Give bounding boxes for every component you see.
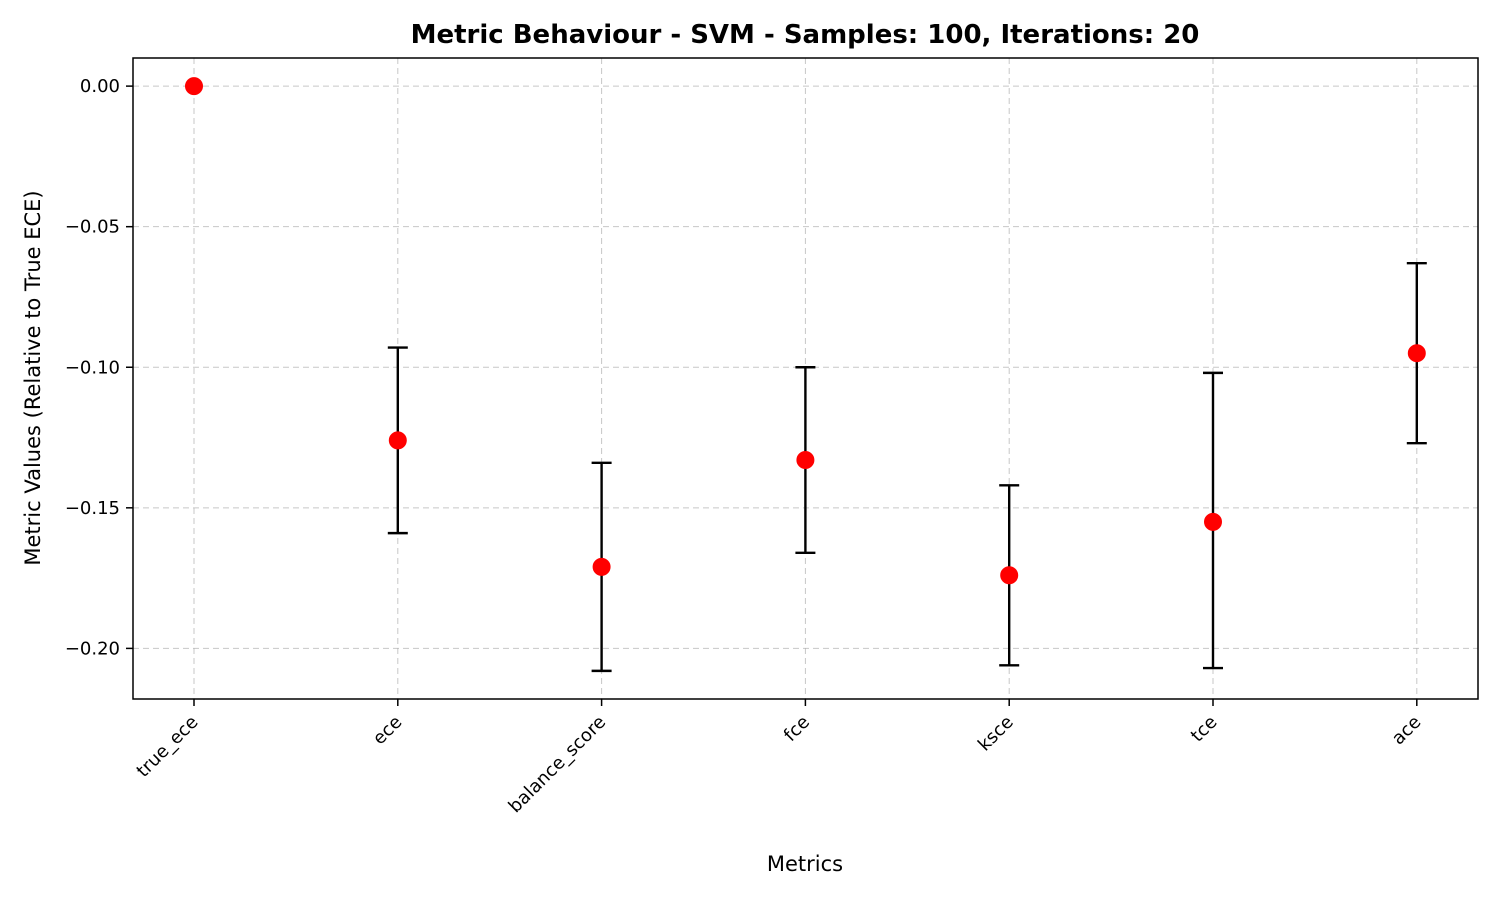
- y-tick-label: −0.15: [65, 498, 120, 519]
- y-tick-label: 0.00: [80, 76, 120, 97]
- y-axis-label: Metric Values (Relative to True ECE): [21, 190, 45, 565]
- y-axis-ticks: 0.00 −0.05 −0.10 −0.15 −0.20: [65, 76, 133, 659]
- data-point: [1407, 344, 1426, 363]
- x-tick-label: true_ece: [133, 712, 203, 782]
- y-tick-label: −0.05: [65, 217, 120, 238]
- data-point: [1204, 512, 1222, 531]
- x-axis-ticks: true_ece ece balance_score fce ksce tce ace: [133, 699, 1425, 818]
- data-point: [388, 431, 407, 450]
- chart-title: Metric Behaviour - SVM - Samples: 100, I…: [411, 20, 1200, 50]
- y-tick-label: −0.20: [65, 638, 120, 659]
- x-tick-label: ece: [369, 712, 407, 750]
- x-tick-label: tce: [1187, 712, 1222, 747]
- y-tick-label: −0.10: [65, 357, 120, 378]
- x-tick-label: balance_score: [505, 712, 611, 818]
- data-point: [796, 451, 815, 470]
- x-tick-label: ksce: [974, 712, 1018, 756]
- data-point: [1000, 566, 1019, 585]
- data-point: [185, 77, 203, 96]
- x-tick-label: fce: [780, 712, 814, 746]
- data-points: [185, 77, 1426, 585]
- x-axis-label: Metrics: [767, 852, 843, 876]
- data-point: [592, 557, 611, 576]
- x-tick-label: ace: [1388, 712, 1425, 749]
- error-bars: [387, 262, 1427, 673]
